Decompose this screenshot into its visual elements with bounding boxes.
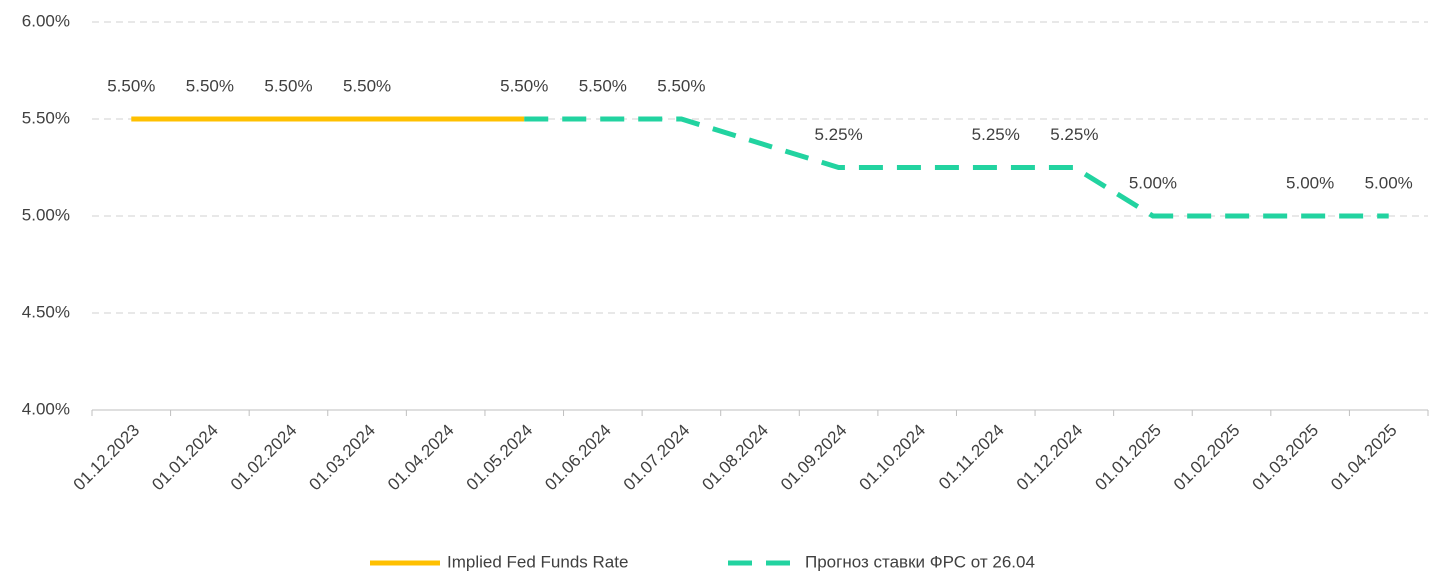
data-label: 5.50% bbox=[107, 76, 155, 95]
legend-label: Implied Fed Funds Rate bbox=[447, 552, 628, 571]
series-line bbox=[524, 116, 1389, 219]
data-label: 5.50% bbox=[343, 76, 391, 95]
x-tick-label: 01.06.2024 bbox=[541, 421, 615, 495]
data-point bbox=[1072, 165, 1077, 170]
data-point bbox=[129, 117, 134, 122]
x-tick-label: 01.03.2025 bbox=[1249, 421, 1323, 495]
data-label: 5.50% bbox=[579, 76, 627, 95]
data-label: 5.50% bbox=[264, 76, 312, 95]
data-point bbox=[286, 117, 291, 122]
x-tick-label: 01.07.2024 bbox=[620, 421, 694, 495]
data-label: 5.00% bbox=[1129, 173, 1177, 192]
data-label: 5.25% bbox=[1050, 125, 1098, 144]
x-tick-label: 01.05.2024 bbox=[463, 421, 537, 495]
x-tick-label: 01.11.2024 bbox=[935, 421, 1008, 494]
x-tick-label: 01.01.2025 bbox=[1091, 421, 1165, 495]
x-tick-label: 01.03.2024 bbox=[305, 421, 379, 495]
data-label: 5.00% bbox=[1365, 173, 1413, 192]
data-point bbox=[522, 117, 527, 122]
data-point bbox=[365, 117, 370, 122]
data-point bbox=[758, 141, 763, 146]
y-tick-label: 4.50% bbox=[22, 302, 70, 321]
y-tick-label: 4.00% bbox=[22, 399, 70, 418]
data-point bbox=[1386, 214, 1391, 219]
data-point bbox=[600, 117, 605, 122]
data-label: 5.50% bbox=[186, 76, 234, 95]
x-tick-label: 01.10.2024 bbox=[856, 421, 930, 495]
y-tick-label: 5.00% bbox=[22, 205, 70, 224]
legend-label: Прогноз ставки ФРС от 26.04 bbox=[805, 552, 1035, 571]
data-point bbox=[679, 117, 684, 122]
x-tick-label: 01.08.2024 bbox=[698, 421, 772, 495]
data-label: 5.50% bbox=[500, 76, 548, 95]
data-point bbox=[1308, 214, 1313, 219]
x-tick-label: 01.12.2023 bbox=[70, 421, 144, 495]
data-label: 5.25% bbox=[814, 125, 862, 144]
x-tick-label: 01.04.2024 bbox=[384, 421, 458, 495]
y-tick-label: 6.00% bbox=[22, 11, 70, 30]
data-point bbox=[993, 165, 998, 170]
data-label: 5.50% bbox=[657, 76, 705, 95]
data-point bbox=[1229, 214, 1234, 219]
x-tick-label: 01.12.2024 bbox=[1013, 421, 1087, 495]
x-tick-label: 01.02.2025 bbox=[1170, 421, 1244, 495]
data-point bbox=[443, 117, 448, 122]
y-tick-label: 5.50% bbox=[22, 108, 70, 127]
data-label: 5.00% bbox=[1286, 173, 1334, 192]
data-point bbox=[1150, 214, 1155, 219]
data-point bbox=[915, 165, 920, 170]
x-tick-label: 01.09.2024 bbox=[777, 421, 851, 495]
data-point bbox=[207, 117, 212, 122]
x-tick-label: 01.01.2024 bbox=[148, 421, 222, 495]
data-point bbox=[836, 165, 841, 170]
x-tick-label: 01.04.2025 bbox=[1327, 421, 1401, 495]
data-label: 5.25% bbox=[972, 125, 1020, 144]
x-tick-label: 01.02.2024 bbox=[227, 421, 301, 495]
